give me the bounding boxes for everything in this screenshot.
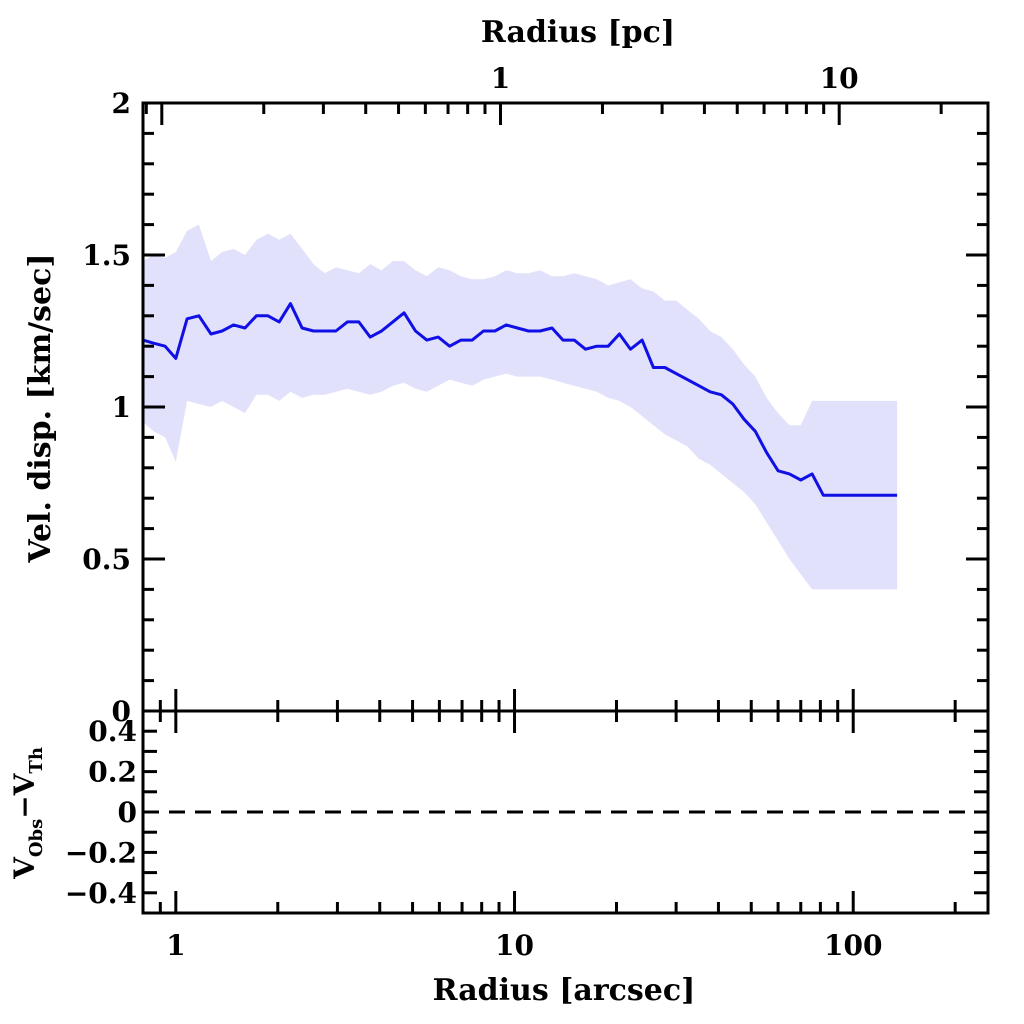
residual-y-axis-title: VObs−VTh: [8, 747, 47, 880]
main-panel: [142, 224, 898, 590]
main-y-tick-label: 2: [112, 87, 131, 120]
main-y-tick-label: 0.5: [82, 543, 131, 576]
main-y-tick-label: 1.5: [82, 239, 131, 272]
residual-y-tick-label: 0: [118, 796, 137, 829]
bottom-tick-label: 1: [166, 929, 185, 962]
residual-y-tick-label: −0.2: [65, 836, 137, 869]
residual-ylabel-minus: −: [8, 795, 41, 818]
bottom-axis-title: Radius [arcsec]: [433, 973, 696, 1008]
residual-y-tick-label: −0.4: [65, 877, 137, 910]
series-line: [142, 302, 898, 497]
residual-y-tick-label: 0.4: [88, 715, 137, 748]
top-tick-label: 1: [491, 62, 510, 95]
residual-y-tick-label: 0.2: [88, 756, 137, 789]
residual-ylabel-sub-th: Th: [26, 747, 47, 773]
top-tick-label: 10: [820, 62, 859, 95]
tick-marks: [141, 101, 988, 915]
main-y-tick-label: 1: [112, 391, 131, 424]
svg-text:VObs−VTh: VObs−VTh: [8, 747, 47, 880]
main-y-axis-title: Vel. disp. [km/sec]: [23, 253, 58, 563]
tick-labels: 0 0.5 1 1.5 2 0.4 0.2 0 −0.2 −0.4 1 10 100 1 10: [65, 62, 883, 962]
residual-ylabel-sub-obs: Obs: [26, 819, 47, 857]
top-axis-title: Radius [pc]: [481, 15, 675, 50]
main-y-tick-label: 0: [112, 695, 131, 728]
residual-ylabel-v1: V: [8, 856, 41, 880]
bottom-tick-label: 10: [495, 929, 534, 962]
residual-ylabel-v2: V: [8, 772, 41, 796]
uncertainty-band: [143, 224, 898, 590]
bottom-tick-label: 100: [824, 929, 882, 962]
